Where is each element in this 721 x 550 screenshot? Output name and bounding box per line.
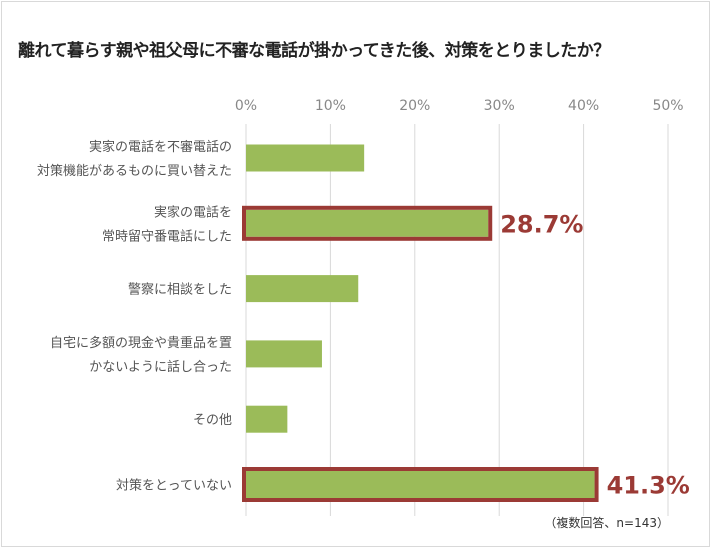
data-label: 41.3% [607, 472, 690, 500]
x-tick-label: 0% [235, 98, 257, 114]
category-label: 実家の電話を [154, 204, 232, 220]
bar [246, 144, 365, 172]
category-label: 実家の電話を不審電話の [89, 139, 232, 155]
category-label: 常時留守番電話にした [102, 228, 232, 244]
category-label: 対策をとっていない [116, 478, 232, 494]
category-label: かないように話し合った [89, 359, 232, 375]
x-tick-label: 20% [399, 98, 430, 114]
chart-frame [1, 1, 710, 547]
category-label: 警察に相談をした [128, 282, 232, 298]
category-label: 自宅に多額の現金や貴重品を置 [50, 335, 232, 351]
bar-highlight-outline [242, 205, 493, 241]
category-label: 対策機能があるものに買い替えた [37, 163, 232, 179]
bar-highlight-outline [242, 467, 599, 502]
bar [246, 275, 359, 303]
x-tick-label: 50% [652, 98, 683, 114]
bar [246, 340, 322, 368]
bar [246, 405, 288, 433]
bar [246, 209, 489, 237]
x-tick-label: 30% [484, 98, 515, 114]
chart-note: （複数回答、n=143） [544, 516, 669, 530]
chart-title: 離れて暮らす親や祖父母に不審な電話が掛かってきた後、対策をとりましたか？ [18, 41, 610, 61]
x-tick-label: 40% [568, 98, 599, 114]
bar [246, 471, 595, 498]
x-tick-label: 10% [315, 98, 346, 114]
data-label: 28.7% [500, 210, 583, 238]
category-label: その他 [193, 413, 232, 428]
